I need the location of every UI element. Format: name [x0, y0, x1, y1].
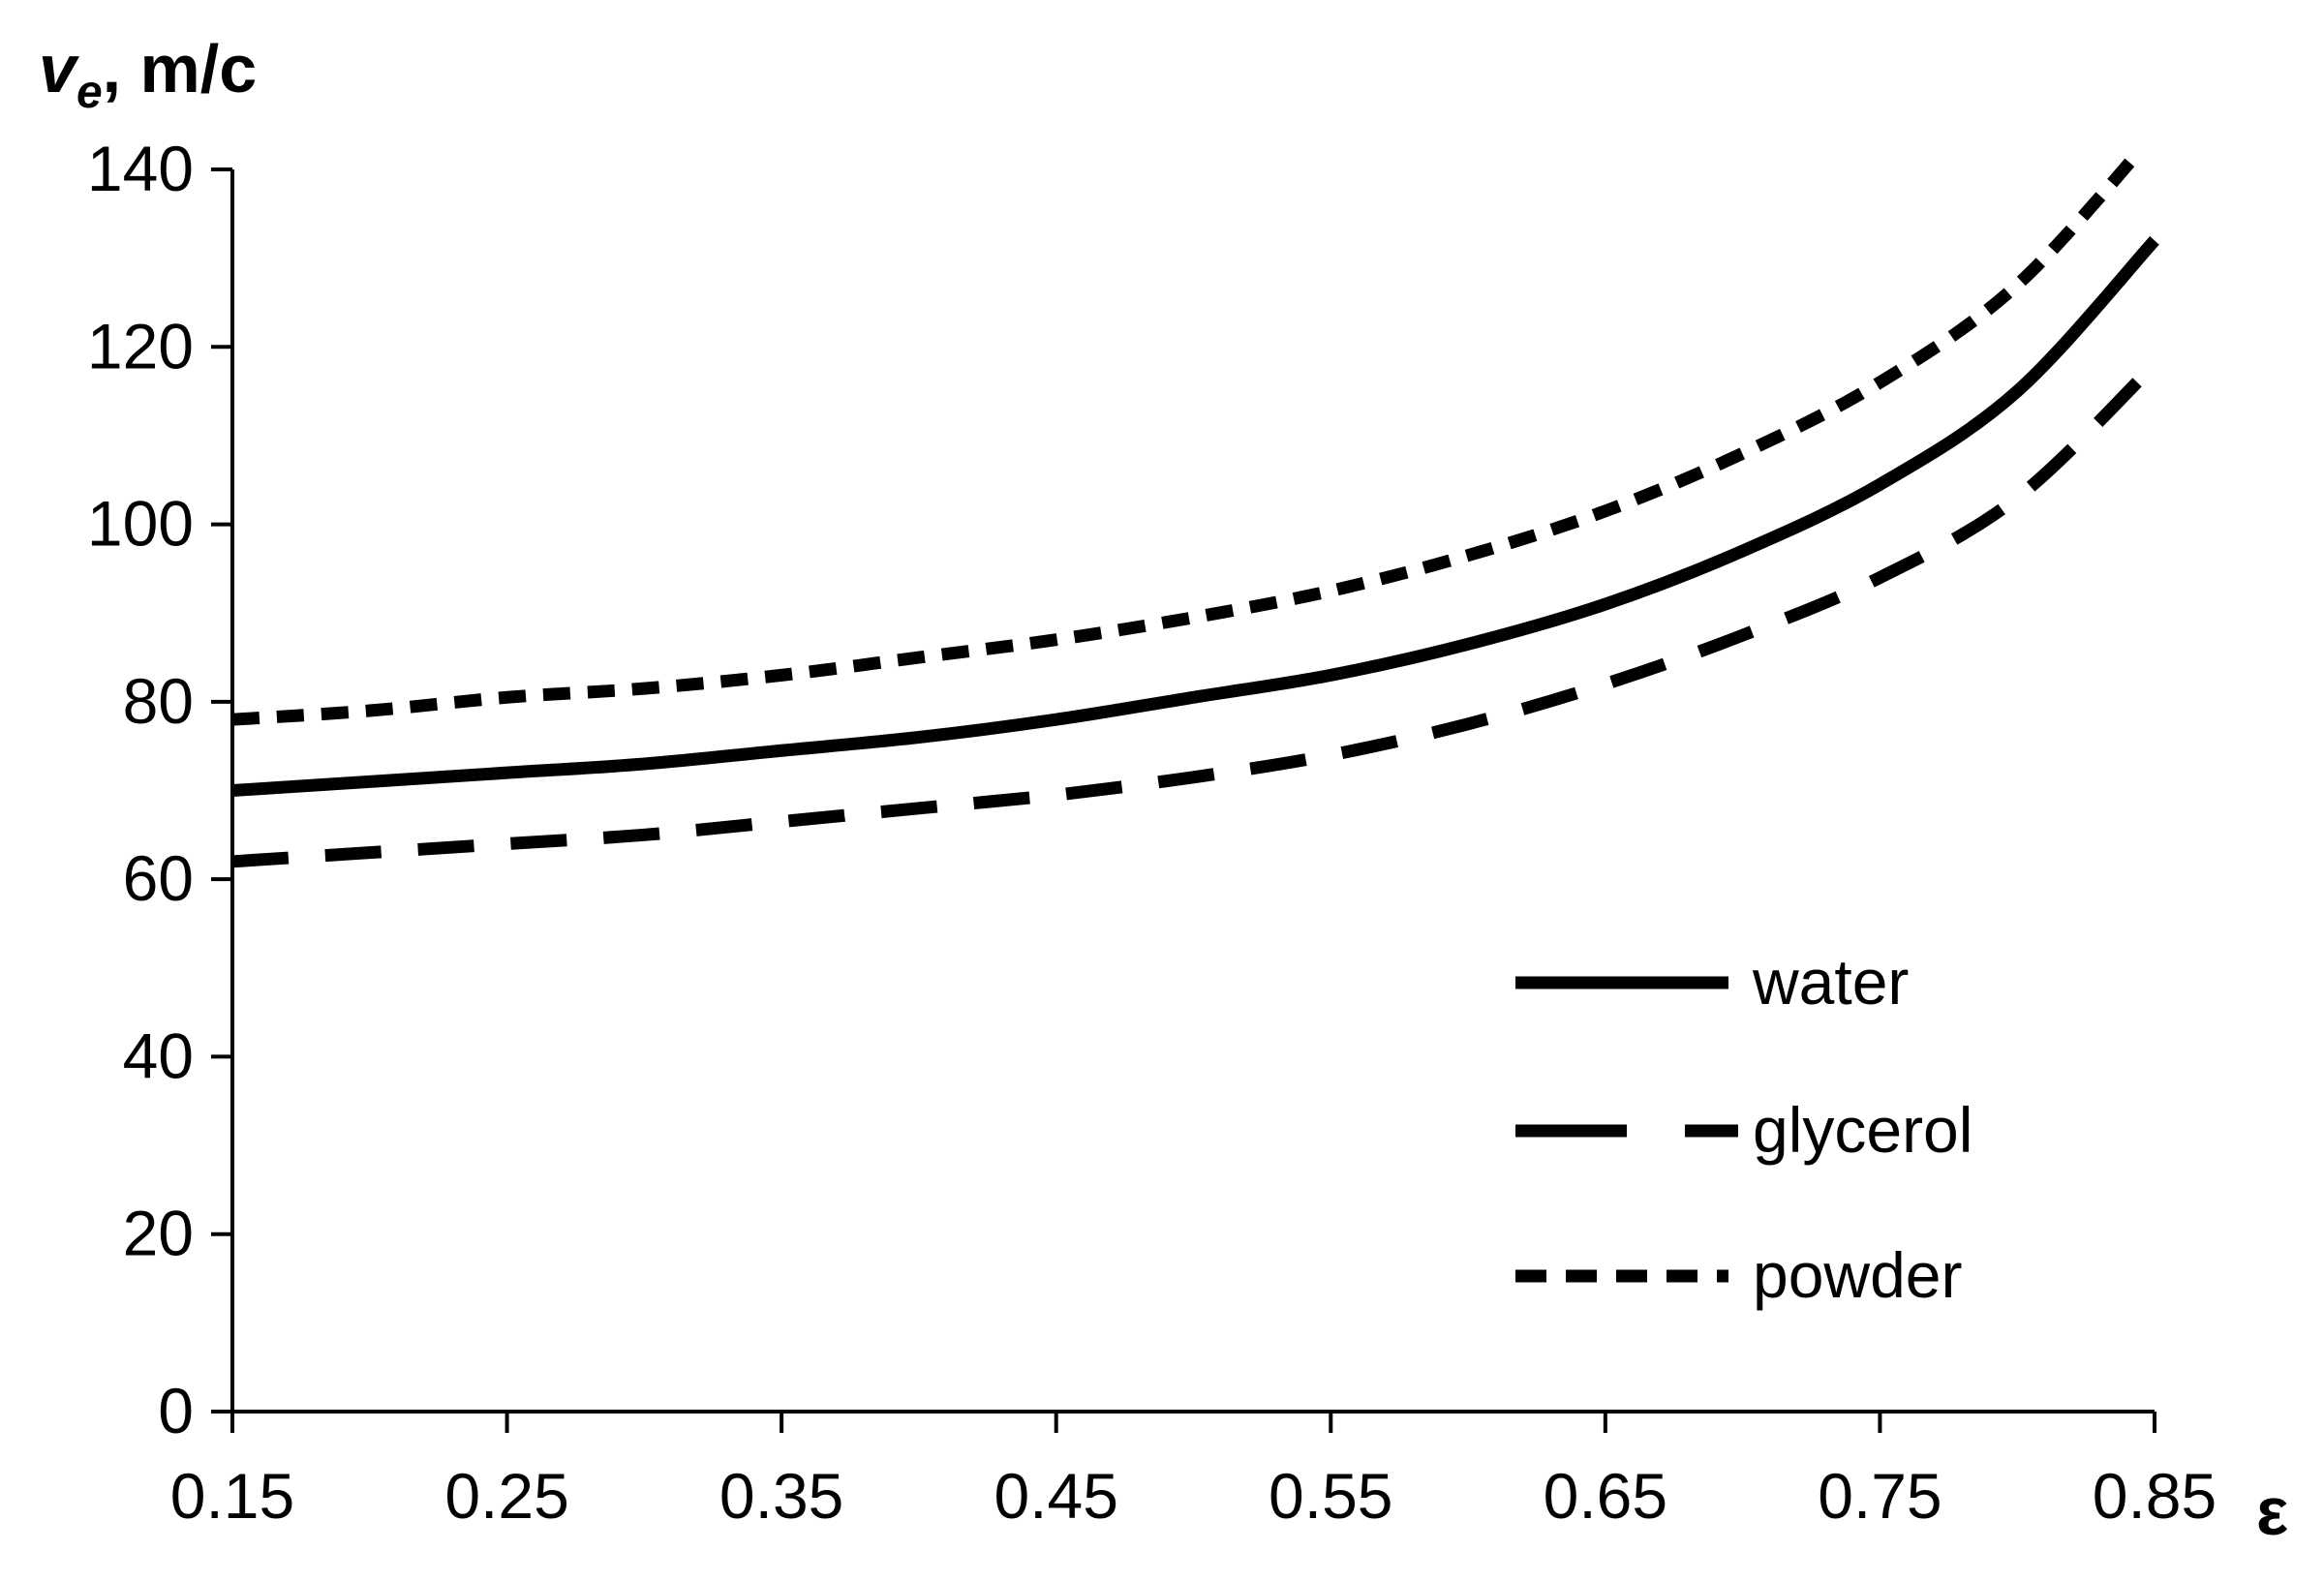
x-tick-label: 0.35 — [719, 1460, 843, 1532]
y-tick-label: 140 — [87, 133, 194, 204]
y-tick-label: 0 — [158, 1375, 194, 1446]
x-tick-label: 0.25 — [444, 1460, 568, 1532]
x-tick-label: 0.55 — [1269, 1460, 1392, 1532]
series-line-glycerol — [231, 359, 2159, 868]
series-line-powder — [231, 155, 2145, 726]
y-axis-subscript: e — [76, 67, 103, 118]
series-line-water — [231, 235, 2159, 797]
legend-label-powder: powder — [1753, 1239, 1962, 1311]
y-tick-label: 120 — [87, 310, 194, 381]
x-tick-label: 0.45 — [994, 1460, 1117, 1532]
x-axis-title: ε — [2256, 1474, 2288, 1549]
y-tick-label: 40 — [123, 1019, 194, 1091]
x-tick-label: 0.75 — [1818, 1460, 1942, 1532]
y-tick-label: 100 — [87, 488, 194, 560]
y-tick-label: 80 — [123, 665, 194, 737]
axis-ticks: 0 20 40 60 80 100 120 140 0.15 0.25 0.35 0.45 0.55 0.… — [87, 133, 2217, 1532]
y-tick-label: 20 — [123, 1198, 194, 1269]
legend: water glycerol powder — [1515, 946, 1972, 1311]
x-tick-label: 0.85 — [2093, 1460, 2217, 1532]
y-axis-unit: , m/c — [103, 31, 258, 106]
x-tick-label: 0.15 — [170, 1460, 294, 1532]
y-tick-label: 60 — [123, 842, 194, 914]
y-axis-symbol: v — [39, 31, 80, 106]
legend-label-water: water — [1752, 946, 1909, 1018]
series-group — [231, 155, 2159, 868]
legend-label-glycerol: glycerol — [1753, 1094, 1972, 1166]
y-axis-title: ve, m/c — [39, 31, 257, 118]
x-tick-label: 0.65 — [1544, 1460, 1667, 1532]
